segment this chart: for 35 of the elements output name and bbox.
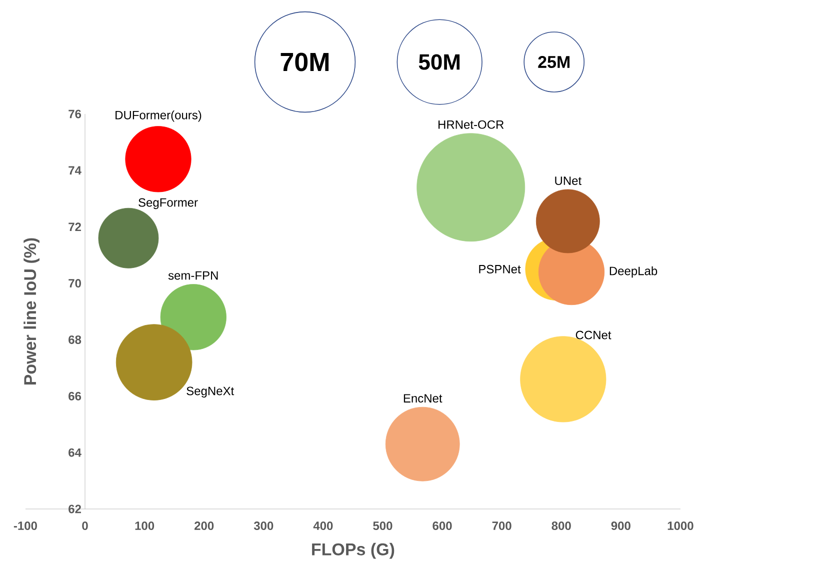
series-label: SegFormer	[138, 198, 198, 210]
x-axis-title: FLOPs (G)	[312, 542, 394, 559]
series-label: DUFormer(ours)	[116, 110, 202, 122]
y-tick-label: 70	[68, 279, 81, 288]
y-tick-label: 66	[68, 392, 82, 400]
legend-label: 70M	[280, 52, 329, 72]
x-tick-label: 900	[611, 522, 630, 530]
y-tick-label: 74	[68, 166, 82, 175]
y-axis-title: Power line IoU (%)	[24, 238, 40, 384]
x-tick-label: 800	[552, 522, 571, 530]
x-tick-label: -100	[14, 522, 37, 530]
legend-label: DeepLab	[610, 266, 658, 278]
series-label: CCNet	[576, 330, 612, 340]
legend-label: 25M	[538, 56, 570, 68]
x-tick-label: 100	[135, 522, 154, 530]
y-tick-label: 68	[68, 335, 82, 344]
series-label: SegNeXt	[186, 386, 234, 398]
x-tick-label: 600	[432, 522, 452, 530]
legend-label: 50M	[418, 54, 460, 70]
x-tick-label: 500	[373, 522, 392, 530]
series-label: PSPNet	[479, 264, 521, 274]
x-tick-label: 700	[492, 522, 512, 530]
y-tick-label: 76	[68, 110, 82, 118]
series-label: HRNet-OCR	[438, 120, 504, 129]
x-tick-label: 300	[254, 522, 274, 530]
y-tick-label: 64	[68, 448, 82, 457]
series-label: EncNet	[404, 394, 442, 403]
x-tick-label: 400	[313, 522, 333, 530]
y-tick-label: 72	[68, 222, 81, 232]
x-tick-label: 200	[194, 522, 214, 530]
series-label: UNet	[555, 176, 582, 185]
x-tick-label: 0	[82, 522, 88, 530]
series-label: sem-FPN	[168, 271, 218, 280]
y-tick-label: 62	[68, 504, 81, 514]
x-tick-label: 1000	[668, 522, 694, 530]
